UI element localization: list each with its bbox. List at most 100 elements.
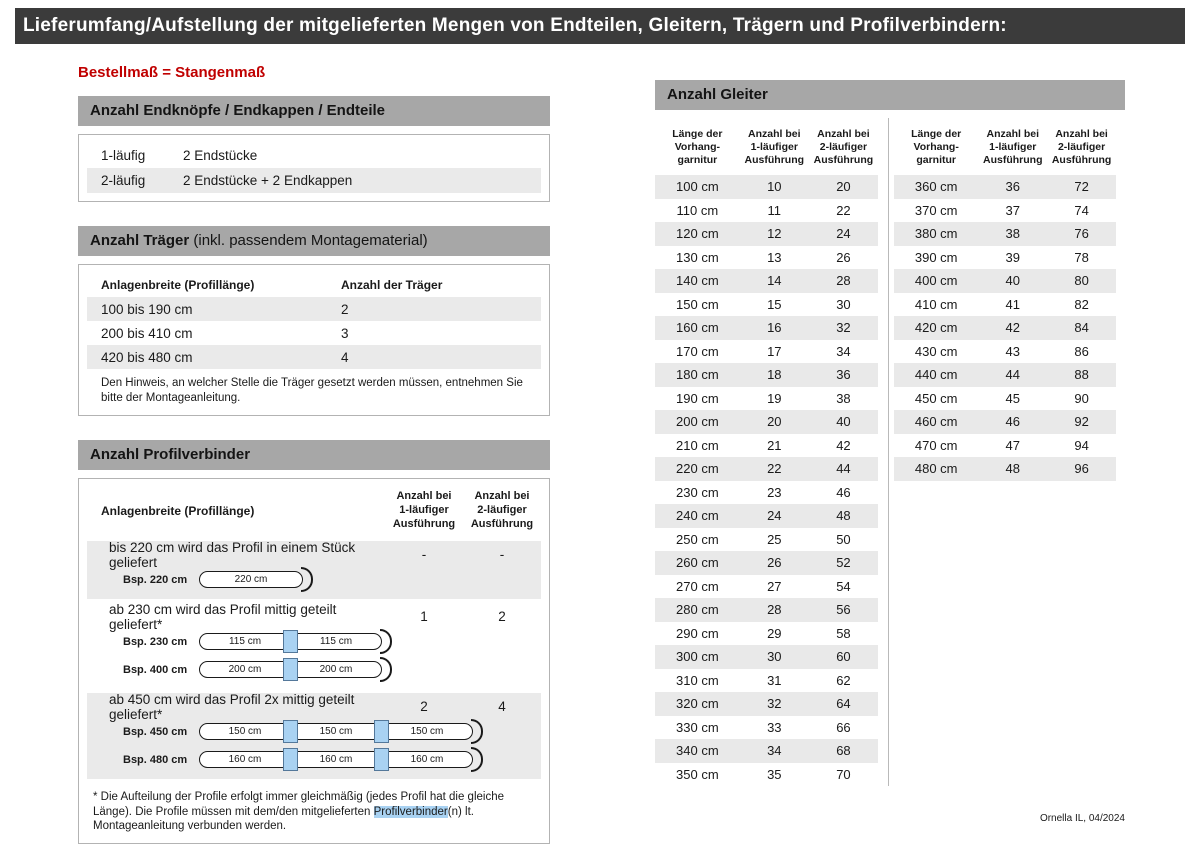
gleiter-row: 300 cm 30 60	[655, 645, 878, 669]
count-1-cell: 18	[767, 367, 782, 383]
count-1-cell: 35	[767, 766, 782, 782]
gleiter-row: 220 cm 22 44	[655, 457, 878, 481]
gleiter-row: 450 cm 45 90	[894, 387, 1116, 411]
length-cell: 470 cm	[914, 437, 958, 453]
count-2-laeufig: -	[499, 547, 505, 563]
count-1-cell: 10	[767, 179, 782, 195]
count-2-cell: 66	[836, 719, 851, 735]
footnote-text: (n) lt. Montageanleitung verbunden werde…	[93, 805, 474, 833]
table-header: Länge der Vorhang- garnitur Anzahl bei 1…	[655, 118, 878, 175]
length-cell: 230 cm	[676, 484, 719, 500]
count-2-cell: 68	[836, 743, 851, 759]
length-cell: 170 cm	[676, 343, 719, 359]
count-1-laeufig: -	[421, 547, 427, 563]
group-header-row: ab 450 cm wird das Profil 2x mittig gete…	[87, 692, 541, 722]
length-cell: 290 cm	[676, 625, 719, 641]
length-cell: 430 cm	[914, 343, 958, 359]
gleiter-table-100-350: Länge der Vorhang- garnitur Anzahl bei 1…	[655, 118, 878, 786]
count-1-cell: 39	[1005, 249, 1020, 265]
gleiter-row: 470 cm 47 94	[894, 434, 1116, 458]
gleiter-row: 440 cm 44 88	[894, 363, 1116, 387]
gleiter-row: 320 cm 32 64	[655, 692, 878, 716]
right-column: Anzahl Gleiter Länge der Vorhang- garnit…	[655, 80, 1125, 786]
section-header-profilverbinder: Anzahl Profilverbinder	[78, 440, 550, 471]
profile-connector-icon	[374, 748, 389, 772]
count-1-cell: 37	[1005, 202, 1020, 218]
example-row: Bsp. 450 cm 150 cm 150 cm 150 cm	[87, 718, 541, 746]
count-2-cell: 38	[836, 390, 851, 406]
traeger-table: Anlagenbreite (Profillänge) Anzahl der T…	[78, 264, 550, 417]
table-header-row: Anlagenbreite (Profillänge) Anzahl bei 1…	[87, 487, 541, 540]
count-2-cell: 24	[836, 226, 851, 242]
count-1-cell: 12	[767, 226, 782, 242]
example-label: Bsp. 230 cm	[123, 635, 188, 648]
count-1-cell: 34	[767, 743, 782, 759]
profile-group-bis-220: bis 220 cm wird das Profil in einem Stüc…	[87, 540, 541, 599]
profile-segment: 150 cm	[199, 723, 291, 741]
footnote-text: * Die Aufteilung der Profile erfolgt imm…	[93, 790, 505, 818]
gleiter-row: 410 cm 41 82	[894, 293, 1116, 317]
example-label: Bsp. 480 cm	[123, 753, 188, 766]
count-2-cell: 52	[836, 555, 851, 571]
count-1-cell: 23	[767, 484, 782, 500]
length-cell: 350 cm	[676, 766, 719, 782]
table-row: 420 bis 480 cm 4	[87, 345, 541, 369]
example-label: Bsp. 400 cm	[123, 663, 188, 676]
gleiter-table-left: Länge der Vorhang- garnitur Anzahl bei 1…	[655, 118, 888, 786]
length-cell: 310 cm	[676, 672, 719, 688]
count-2-cell: 78	[1074, 249, 1089, 265]
count-2-cell: 30	[836, 296, 851, 312]
length-cell: 330 cm	[676, 719, 719, 735]
count-1-cell: 26	[767, 555, 782, 571]
profile-connector-icon	[283, 748, 298, 772]
length-cell: 460 cm	[914, 414, 958, 430]
range-cell: 200 bis 410 cm	[101, 325, 193, 341]
range-cell: 100 bis 190 cm	[101, 301, 193, 317]
length-cell: 450 cm	[914, 390, 958, 406]
gleiter-row: 310 cm 31 62	[655, 669, 878, 693]
length-cell: 250 cm	[676, 531, 719, 547]
gleiter-table-360-480: Länge der Vorhang- garnitur Anzahl bei 1…	[894, 118, 1116, 481]
profile-group-ab-230: ab 230 cm wird das Profil mittig geteilt…	[87, 602, 541, 689]
page-title: Lieferumfang/Aufstellung der mitgeliefer…	[23, 15, 1007, 36]
gleiter-row: 240 cm 24 48	[655, 504, 878, 528]
length-cell: 280 cm	[676, 602, 719, 618]
count-2-cell: 72	[1074, 179, 1089, 195]
count-cell: 4	[341, 349, 349, 365]
range-cell: 420 bis 480 cm	[101, 349, 193, 365]
count-2-cell: 20	[836, 179, 851, 195]
count-1-cell: 32	[767, 696, 782, 712]
count-2-cell: 80	[1074, 273, 1089, 289]
length-cell: 200 cm	[676, 414, 719, 430]
col-header-1-laeufig: Anzahl bei 1-läufiger Ausführung	[983, 127, 1043, 167]
profile-segment: 150 cm	[381, 723, 473, 741]
profile-segment: 160 cm	[381, 751, 473, 769]
profile-segment: 115 cm	[290, 633, 382, 651]
length-cell: 390 cm	[914, 249, 958, 265]
profile-segment: 115 cm	[199, 633, 291, 651]
gleiter-row: 130 cm 13 26	[655, 246, 878, 270]
count-2-cell: 34	[836, 343, 851, 359]
count-1-cell: 41	[1005, 296, 1020, 312]
gleiter-table-right: Länge der Vorhang- garnitur Anzahl bei 1…	[888, 118, 1125, 786]
table-row: 200 bis 410 cm 3	[87, 321, 541, 345]
variant-label: 2-läufig	[101, 173, 146, 188]
gleiter-row: 420 cm 42 84	[894, 316, 1116, 340]
count-1-cell: 14	[767, 273, 782, 289]
count-2-laeufig: 2	[498, 609, 506, 625]
endteile-table: 1-läufig 2 Endstücke 2-läufig 2 Endstück…	[78, 134, 550, 202]
section-title-gleiter: Anzahl Gleiter	[667, 86, 768, 103]
col-header-2-laeufig: Anzahl bei 2-läufiger Ausführung	[813, 127, 874, 167]
count-1-cell: 48	[1005, 461, 1020, 477]
count-cell: 3	[341, 325, 349, 341]
count-2-cell: 64	[836, 696, 851, 712]
count-2-cell: 56	[836, 602, 851, 618]
count-2-cell: 74	[1074, 202, 1089, 218]
length-cell: 190 cm	[676, 390, 719, 406]
count-2-cell: 26	[836, 249, 851, 265]
gleiter-row: 110 cm 11 22	[655, 199, 878, 223]
length-cell: 100 cm	[676, 179, 719, 195]
length-cell: 220 cm	[676, 461, 719, 477]
group-header-row: ab 230 cm wird das Profil mittig geteilt…	[87, 602, 541, 632]
col-header-laenge: Länge der Vorhang- garnitur	[911, 127, 962, 167]
